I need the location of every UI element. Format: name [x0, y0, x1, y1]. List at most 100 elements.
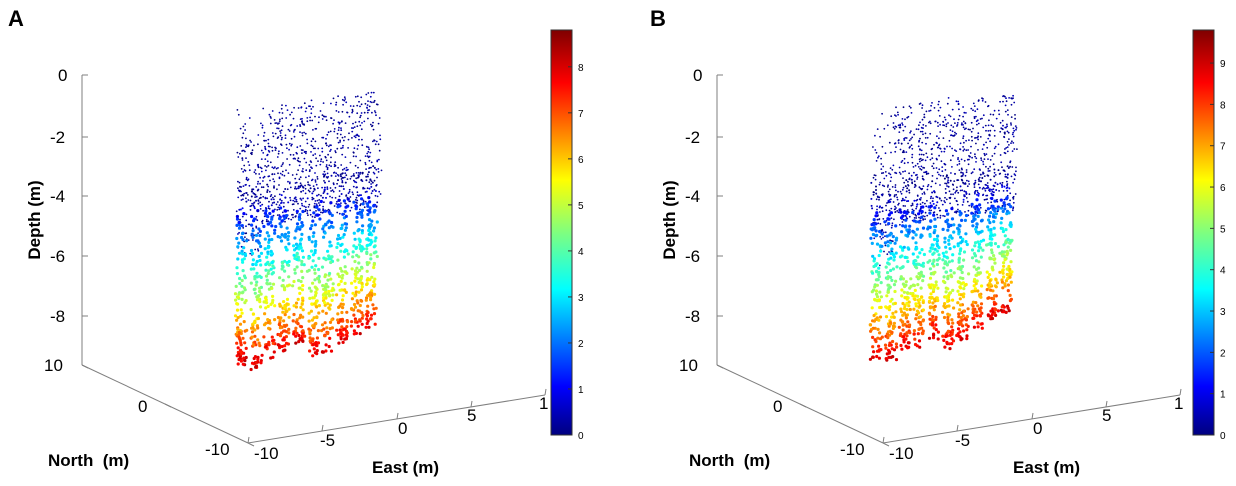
data-point: [913, 337, 917, 341]
data-point: [356, 104, 359, 107]
data-point: [921, 177, 924, 180]
data-point: [1004, 132, 1006, 135]
data-point: [921, 279, 925, 283]
data-point: [255, 172, 257, 175]
data-point: [256, 326, 260, 330]
data-point: [904, 218, 908, 222]
data-point: [1005, 267, 1009, 271]
data-point: [990, 248, 994, 252]
data-point: [872, 146, 874, 148]
data-point: [355, 177, 358, 180]
data-point: [313, 205, 316, 208]
data-point: [888, 141, 891, 144]
data-point: [902, 306, 907, 311]
data-point: [965, 191, 967, 193]
data-point: [919, 203, 922, 206]
data-point: [913, 297, 917, 302]
data-point: [987, 130, 990, 132]
data-point: [967, 149, 969, 151]
data-point: [929, 202, 932, 204]
data-point: [320, 211, 322, 214]
data-point: [907, 300, 911, 304]
data-point: [888, 209, 891, 212]
data-point: [255, 225, 258, 228]
data-point: [948, 190, 951, 193]
data-point: [244, 150, 246, 153]
data-point: [327, 254, 331, 258]
data-point: [372, 165, 375, 168]
data-point: [299, 313, 303, 317]
data-point: [920, 188, 923, 191]
data-point: [273, 198, 275, 201]
data-point: [895, 265, 899, 269]
data-point: [919, 274, 923, 278]
data-point: [305, 152, 307, 155]
data-point: [998, 113, 1001, 116]
colorbar-tick-label: 3: [578, 293, 584, 304]
data-point: [240, 249, 244, 253]
data-point: [238, 208, 241, 211]
data-point: [342, 144, 344, 147]
data-point: [875, 160, 878, 162]
data-point: [1000, 216, 1004, 220]
data-point: [289, 186, 292, 189]
data-point: [286, 158, 288, 160]
data-point: [991, 194, 994, 197]
data-point: [356, 95, 359, 98]
data-point: [358, 247, 362, 251]
data-point: [902, 199, 904, 202]
data-point: [958, 108, 960, 111]
data-point: [325, 137, 327, 140]
data-point: [270, 198, 273, 201]
data-point: [913, 342, 918, 347]
data-point: [258, 258, 262, 263]
data-point: [986, 225, 990, 229]
data-point: [969, 152, 972, 154]
data-point: [360, 112, 363, 114]
data-point: [309, 289, 313, 293]
data-point: [1009, 165, 1011, 168]
data-point: [968, 183, 971, 185]
data-point: [984, 101, 987, 103]
data-point: [278, 150, 280, 153]
data-point: [241, 336, 245, 340]
data-point: [965, 139, 967, 142]
data-point: [268, 207, 271, 210]
data-point: [1002, 243, 1006, 247]
data-point: [980, 284, 984, 288]
data-point: [259, 204, 262, 207]
data-point: [871, 232, 876, 237]
data-point: [267, 205, 270, 208]
data-point: [922, 153, 925, 156]
data-point: [899, 216, 904, 220]
data-point: [310, 224, 314, 228]
data-point: [238, 276, 242, 281]
data-point: [373, 208, 377, 213]
data-point: [370, 185, 373, 188]
data-point: [273, 318, 277, 322]
data-point: [314, 341, 318, 345]
data-point: [912, 230, 916, 234]
data-point: [973, 186, 976, 189]
data-point: [352, 122, 354, 125]
data-point: [983, 158, 986, 161]
data-point: [875, 151, 878, 154]
data-point: [249, 252, 252, 255]
data-point: [254, 233, 259, 237]
data-point: [335, 293, 339, 297]
data-point: [367, 209, 371, 213]
data-point: [281, 104, 283, 106]
data-point: [261, 222, 264, 225]
data-point: [372, 251, 376, 255]
east-tick-4: 1: [539, 394, 548, 413]
data-point: [335, 110, 338, 112]
data-point: [913, 294, 918, 298]
data-point: [936, 142, 938, 145]
data-point: [254, 248, 257, 251]
data-point: [892, 164, 895, 167]
data-point: [971, 139, 973, 142]
data-point: [364, 155, 367, 158]
data-point: [337, 179, 339, 182]
data-point: [309, 116, 311, 119]
data-point: [928, 121, 930, 124]
